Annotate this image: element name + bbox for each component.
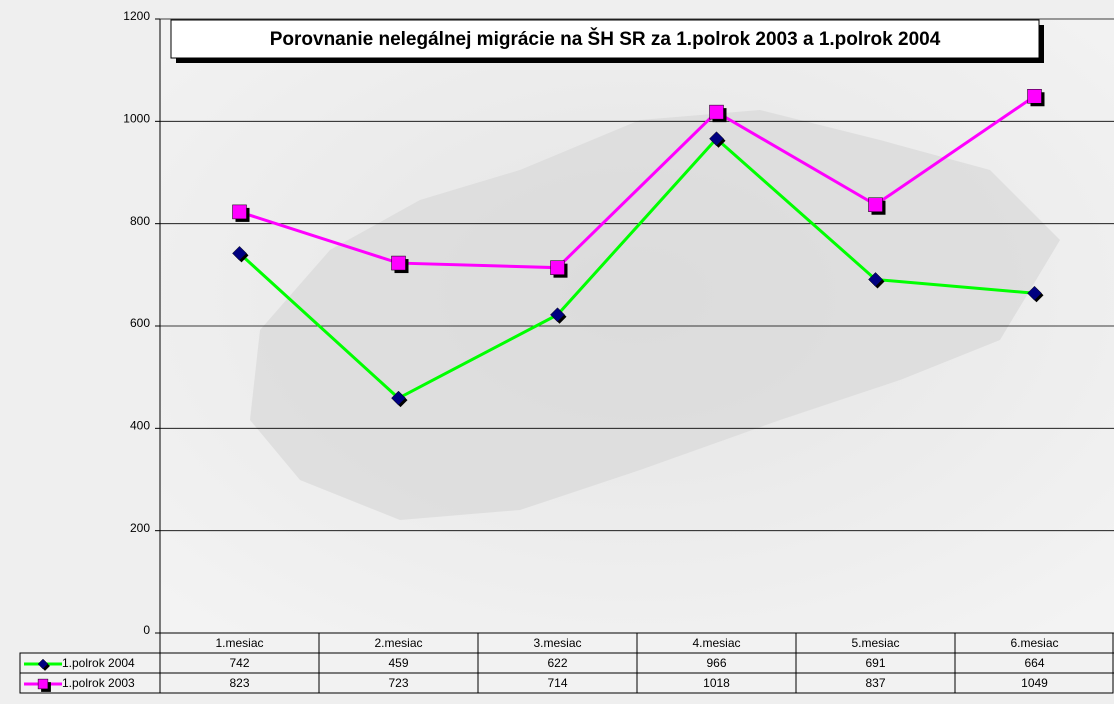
marker	[710, 105, 724, 119]
x-tick-label: 5.mesiac	[851, 636, 899, 650]
table-value: 664	[1024, 656, 1044, 670]
marker	[551, 261, 565, 275]
chart: 0 200 400 600 800 1000 1200 1.mesiac 2.mesiac 3.…	[0, 0, 1114, 704]
table-value: 1018	[703, 676, 730, 690]
x-tick-label: 6.mesiac	[1010, 636, 1058, 650]
x-tick-label: 4.mesiac	[692, 636, 740, 650]
marker	[869, 198, 883, 212]
table-value: 714	[547, 676, 567, 690]
y-tick-label: 1200	[123, 9, 150, 23]
table-value: 622	[547, 656, 567, 670]
legend-label: 1.polrok 2003	[62, 676, 135, 690]
x-tick-label: 2.mesiac	[374, 636, 422, 650]
marker	[233, 205, 247, 219]
table-value: 691	[865, 656, 885, 670]
table-value: 742	[229, 656, 249, 670]
y-tick-label: 600	[130, 316, 150, 330]
table-value: 966	[706, 656, 726, 670]
table-value: 823	[229, 676, 249, 690]
table-value: 459	[388, 656, 408, 670]
table-value: 837	[865, 676, 885, 690]
y-tick-label: 1000	[123, 112, 150, 126]
y-tick-label: 200	[130, 521, 150, 535]
y-tick-label: 0	[143, 623, 150, 637]
legend-label: 1.polrok 2004	[62, 656, 135, 670]
x-tick-label: 1.mesiac	[215, 636, 263, 650]
x-tick-label: 3.mesiac	[533, 636, 581, 650]
y-tick-label: 800	[130, 214, 150, 228]
chart-title: Porovnanie nelegálnej migrácie na ŠH SR …	[270, 28, 941, 50]
marker	[392, 256, 406, 270]
table-value: 723	[388, 676, 408, 690]
marker	[1028, 89, 1042, 103]
y-tick-label: 400	[130, 419, 150, 433]
marker	[38, 679, 48, 689]
table-value: 1049	[1021, 676, 1048, 690]
